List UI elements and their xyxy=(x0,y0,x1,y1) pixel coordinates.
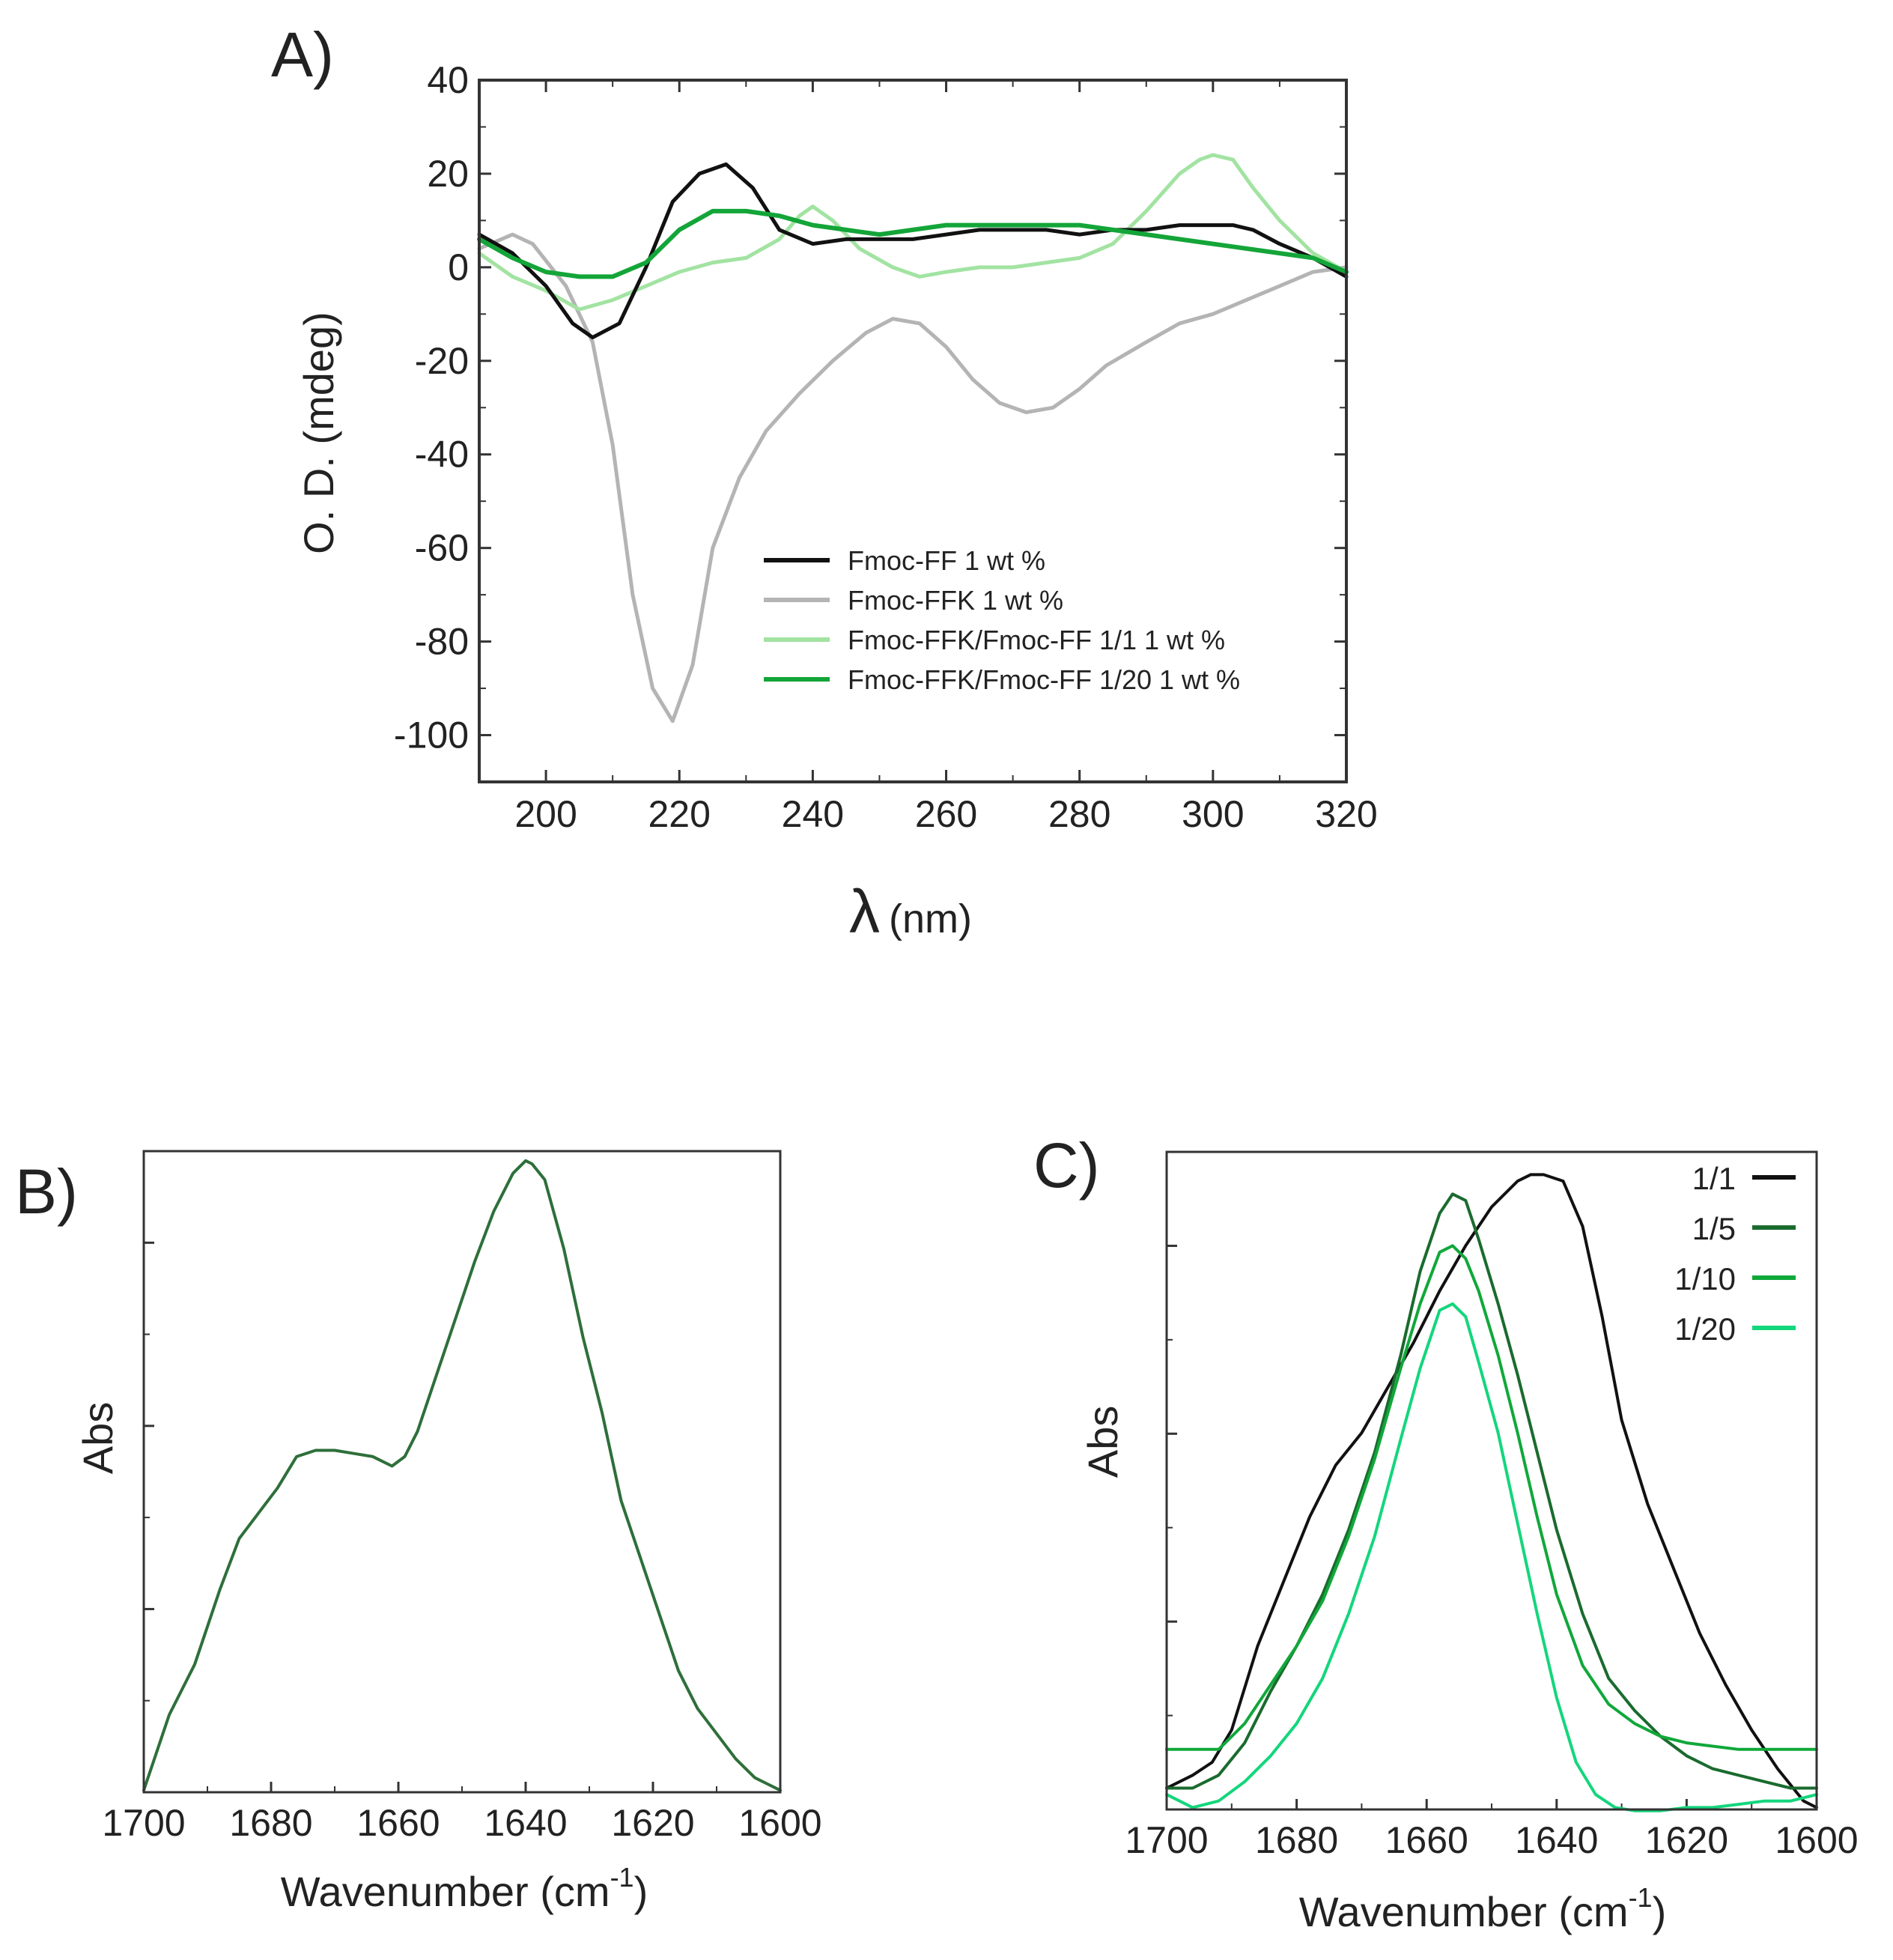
panel-c-legend-label: 1/20 xyxy=(1674,1311,1736,1347)
panel-a-x-tick-label: 260 xyxy=(915,793,977,835)
panel-a-y-tick-label: 20 xyxy=(427,153,469,195)
panel-a-y-tick-label: -40 xyxy=(415,434,469,476)
panel-a-ticks: 200 220 240 260 280 300 32040200-20-40-60-80-1… xyxy=(394,59,1378,835)
panel-a-y-tick-label: 40 xyxy=(427,59,469,101)
panel-a-legend: Fmoc-FF 1 wt % Fmoc-FFK 1 wt % Fmoc-FFK/Fm… xyxy=(764,545,1240,695)
panel-c-y-axis-title: Abs xyxy=(1079,1406,1126,1478)
panel-b-plot-frame xyxy=(142,1150,782,1794)
panel-b-x-axis-text: Wavenumber (cm xyxy=(281,1868,610,1915)
panel-a-x-axis-symbol: λ xyxy=(849,878,880,946)
panel-c-x-tick-label: 1700 xyxy=(1125,1819,1208,1861)
panel-c-x-tick-label: 1660 xyxy=(1385,1819,1468,1861)
panel-c-legend-label: 1/1 xyxy=(1692,1161,1736,1196)
panel-a-x-tick-label: 200 xyxy=(514,793,577,835)
panel-c-legend-label: 1/10 xyxy=(1674,1261,1736,1296)
panel-c-series-1-10 xyxy=(1165,1244,1818,1751)
panel-a-y-axis-title: O. D. (mdeg) xyxy=(295,312,342,554)
panel-b: B) Abs Wavenumber (cm-1) 1700 1680 1660 164… xyxy=(15,1150,822,1915)
panel-c: C) Abs Wavenumber (cm-1) 1700 1680 1660 164… xyxy=(1033,1130,1859,1935)
panel-b-x-tick-label: 1620 xyxy=(611,1802,694,1844)
panel-a-y-tick-label: 0 xyxy=(448,246,469,288)
panel-c-x-axis-text: Wavenumber (cm xyxy=(1299,1888,1629,1935)
panel-c-x-axis-close: ) xyxy=(1653,1888,1667,1935)
panel-a-y-tick-label: -60 xyxy=(415,527,469,569)
panel-a-series-fmoc-ffk-fmoc-ff-1-20-1-wt xyxy=(477,208,1349,279)
panel-c-series-lines xyxy=(1165,1173,1818,1812)
panel-c-plot-frame xyxy=(1165,1150,1818,1811)
panel-a-x-tick-label: 240 xyxy=(782,793,844,835)
panel-a-x-axis-unit: (nm) xyxy=(889,896,972,941)
panel-c-ticks: 1700 1680 1660 1640 1620 1600 xyxy=(1125,1244,1859,1861)
panel-a-legend-label: Fmoc-FFK/Fmoc-FF 1/1 1 wt % xyxy=(848,625,1225,655)
panel-a-y-tick-label: -100 xyxy=(394,714,469,756)
panel-b-x-tick-label: 1700 xyxy=(102,1802,185,1844)
panel-c-legend-label: 1/5 xyxy=(1692,1211,1736,1246)
panel-b-x-axis-title: Wavenumber (cm-1) xyxy=(281,1862,648,1915)
panel-b-series-lines xyxy=(142,1159,782,1792)
panel-c-label: C) xyxy=(1033,1130,1100,1201)
panel-c-x-axis-title: Wavenumber (cm-1) xyxy=(1299,1882,1666,1935)
panel-c-x-tick-label: 1620 xyxy=(1645,1819,1728,1861)
panel-b-ticks: 1700 1680 1660 1640 1620 1600 xyxy=(102,1241,822,1844)
panel-b-x-axis-sup: -1 xyxy=(610,1862,634,1893)
panel-a-plot-frame xyxy=(478,79,1348,783)
panel-a-x-axis-title: λ (nm) xyxy=(849,878,972,946)
panel-a-y-tick-label: -20 xyxy=(415,340,469,382)
panel-b-y-axis-title: Abs xyxy=(74,1402,121,1475)
panel-a-series-lines xyxy=(477,153,1349,723)
panel-b-x-tick-label: 1680 xyxy=(229,1802,312,1844)
panel-a-x-tick-label: 300 xyxy=(1182,793,1244,835)
panel-a-series-fmoc-ffk-fmoc-ff-1-1-1-wt xyxy=(477,153,1349,312)
panel-a-label: A) xyxy=(271,19,334,90)
panel-a-legend-label: Fmoc-FF 1 wt % xyxy=(848,545,1045,576)
panel-c-x-tick-label: 1640 xyxy=(1515,1819,1598,1861)
panel-b-x-axis-close: ) xyxy=(634,1868,648,1915)
panel-a-series-fmoc-ffk-1-wt xyxy=(477,232,1349,723)
panel-b-x-tick-label: 1660 xyxy=(356,1802,440,1844)
panel-a-series-fmoc-ff-1-wt xyxy=(477,162,1349,340)
panel-b-x-tick-label: 1640 xyxy=(484,1802,567,1844)
panel-c-series-1-1 xyxy=(1165,1173,1818,1809)
panel-a-legend-label: Fmoc-FFK 1 wt % xyxy=(848,585,1063,616)
panel-b-label: B) xyxy=(15,1156,78,1227)
panel-a-x-tick-label: 320 xyxy=(1315,793,1377,835)
panel-c-legend: 1/1 1/5 1/10 1/20 xyxy=(1674,1161,1796,1347)
panel-c-x-tick-label: 1680 xyxy=(1255,1819,1338,1861)
panel-a-x-tick-label: 280 xyxy=(1048,793,1110,835)
panel-a-y-tick-label: -80 xyxy=(415,621,469,663)
panel-b-x-tick-label: 1600 xyxy=(738,1802,821,1844)
panel-c-x-tick-label: 1600 xyxy=(1775,1819,1858,1861)
panel-a: A) O. D. (mdeg) λ (nm) 200 220 240 260 280 300… xyxy=(271,19,1378,946)
panel-a-x-tick-label: 220 xyxy=(648,793,711,835)
panel-a-legend-label: Fmoc-FFK/Fmoc-FF 1/20 1 wt % xyxy=(848,664,1240,695)
panel-b-series-spectrum xyxy=(142,1159,782,1792)
panel-c-x-axis-sup: -1 xyxy=(1629,1882,1653,1913)
panel-c-series-1-20 xyxy=(1165,1302,1818,1812)
